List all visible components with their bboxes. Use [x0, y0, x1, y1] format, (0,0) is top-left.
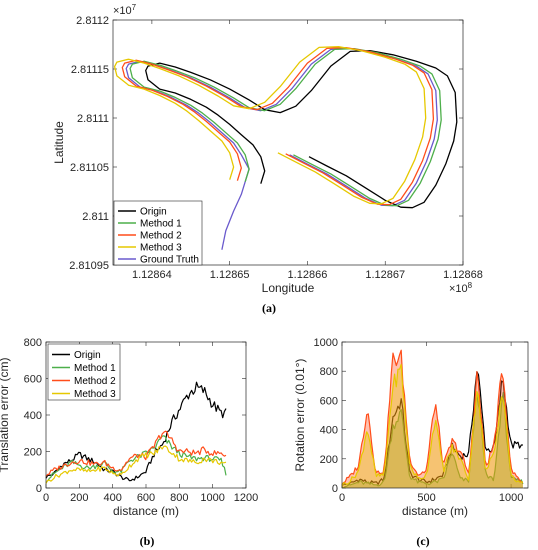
trajectory-method-1 — [129, 47, 442, 207]
legend-label: Method 1 — [74, 363, 116, 374]
y-tick-label: 800 — [24, 337, 42, 349]
caption-a: (a) — [262, 301, 276, 315]
translation-error-plot: 0 200 400 600 800 1000 12000200400600800distan… — [0, 337, 258, 518]
rotation-error-plot: 0 500 1000 0 200 400 600 800 1000 distance (m) Rot… — [293, 337, 529, 518]
x-tick-label: 1.12868 — [443, 269, 483, 281]
y-tick-label: 600 — [24, 374, 42, 386]
y-tick-label: 600 — [320, 395, 338, 407]
y-tick-label: 2.8111 — [77, 113, 109, 125]
trajectory-plot: 1.12864 1.12865 1.12866 1.12867 1.12868 2.811… — [52, 3, 483, 295]
y-tick-label: 200 — [24, 447, 42, 459]
caption-b: (b) — [140, 534, 155, 548]
y-axis-label: Rotation error (0.01°) — [293, 359, 307, 472]
trajectory-method-2 — [121, 46, 435, 206]
y-axis-label: Translation error (cm) — [0, 358, 11, 473]
x-axis-label: distance (m) — [402, 504, 468, 518]
trajectory-ground-truth — [125, 47, 438, 250]
y-tick-label: 1000 — [314, 337, 338, 349]
y-tick-label: 2.81105 — [70, 162, 109, 174]
x-tick-label: 200 — [70, 492, 88, 504]
y-axis-label: Latitude — [52, 121, 66, 164]
y-tick-label: 2.81095 — [69, 260, 109, 272]
series-line-origin — [45, 381, 227, 482]
x-tick-label: 1.12866 — [288, 269, 328, 281]
legend-box — [47, 343, 121, 401]
legend-label: Method 1 — [140, 219, 182, 230]
caption-c: (c) — [416, 534, 429, 548]
legend-label: Method 3 — [74, 389, 116, 400]
y-tick-label: 200 — [320, 454, 338, 466]
series-line-method-1 — [342, 392, 524, 489]
y-tick-label: 800 — [320, 366, 338, 378]
y-tick-label: 2.8112 — [76, 15, 109, 27]
legend-label: Ground Truth — [140, 255, 199, 266]
x-tick-label: 1000 — [499, 492, 523, 504]
y-tick-label: 400 — [24, 410, 42, 422]
y-tick-label: 400 — [320, 425, 338, 437]
x-tick-label: 800 — [170, 492, 188, 504]
x-tick-label: 1200 — [234, 492, 258, 504]
y-tick-label: 0 — [332, 483, 338, 495]
series-line-method-2 — [341, 349, 524, 485]
legend-label: Origin — [140, 207, 167, 218]
plot-frame — [112, 19, 464, 266]
trajectory-method-3 — [113, 46, 427, 205]
x-tick-label: 500 — [417, 492, 435, 504]
x-tick-label: 1.12865 — [210, 269, 250, 281]
series-line-method-3 — [45, 445, 227, 484]
x-tick-label: 1.12864 — [132, 269, 172, 281]
series-line-method-2 — [45, 430, 227, 477]
legend-label: Method 2 — [74, 376, 116, 387]
x-axis-label: distance (m) — [113, 504, 179, 518]
legend-label: Method 3 — [140, 243, 182, 254]
y-tick-label: 2.811 — [82, 211, 109, 223]
x-axis-label: Longitude — [262, 281, 315, 295]
x-tick-label: 600 — [137, 492, 155, 504]
x-tick-label: 0 — [43, 492, 49, 504]
x-exponent-label: ×108 — [449, 281, 473, 295]
y-tick-label: 2.81115 — [71, 64, 109, 76]
plot-frame — [45, 341, 247, 489]
legend-label: Method 2 — [140, 231, 182, 242]
series-line-method-1 — [45, 435, 227, 483]
x-tick-label: 1000 — [200, 492, 224, 504]
y-tick-label: 0 — [36, 483, 42, 495]
series-fill-method-2 — [342, 350, 523, 488]
trajectory-origin — [145, 49, 458, 209]
plot-frame — [341, 341, 529, 489]
x-tick-label: 1.12867 — [365, 269, 405, 281]
x-tick-label: 0 — [339, 492, 345, 504]
series-line-method-3 — [341, 363, 523, 487]
y-exponent-label: ×107 — [113, 3, 137, 17]
legend-label: Origin — [74, 350, 101, 361]
x-tick-label: 400 — [103, 492, 121, 504]
